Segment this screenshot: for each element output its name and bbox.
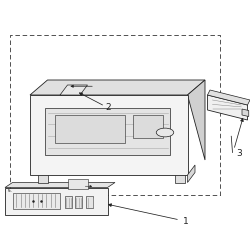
Bar: [12, 192, 60, 209]
Polygon shape: [188, 80, 205, 160]
Polygon shape: [208, 95, 248, 120]
Bar: [68, 179, 87, 189]
Polygon shape: [45, 108, 170, 155]
Polygon shape: [38, 175, 48, 182]
Text: 2: 2: [105, 103, 110, 112]
Polygon shape: [188, 165, 195, 182]
Polygon shape: [60, 85, 88, 95]
Polygon shape: [30, 95, 188, 175]
Bar: [86, 196, 93, 208]
Bar: [75, 196, 82, 208]
Polygon shape: [132, 115, 162, 138]
Polygon shape: [5, 188, 108, 215]
Text: No.: No.: [8, 189, 13, 193]
Polygon shape: [242, 109, 249, 116]
Text: 3: 3: [236, 149, 242, 158]
Polygon shape: [5, 182, 115, 188]
Ellipse shape: [156, 128, 174, 137]
Polygon shape: [175, 175, 185, 182]
Polygon shape: [55, 115, 125, 142]
Polygon shape: [30, 80, 205, 95]
Polygon shape: [208, 90, 250, 105]
Bar: [65, 196, 72, 208]
Text: 1: 1: [182, 217, 188, 226]
